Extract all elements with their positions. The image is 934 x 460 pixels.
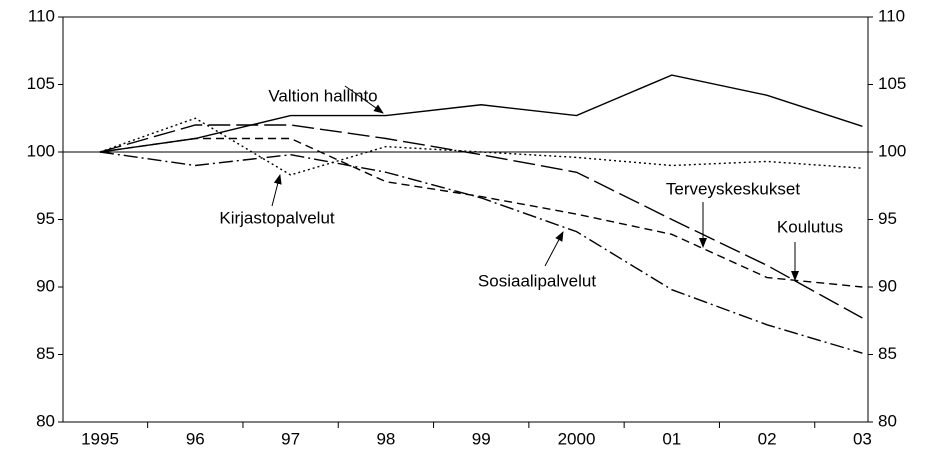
x-tick-label: 02 <box>758 429 777 448</box>
y-tick-label: 105 <box>27 74 55 93</box>
x-tick-label: 96 <box>186 429 205 448</box>
annotation-arrow <box>344 85 384 114</box>
series-annotation: Sosiaalipalvelut <box>478 271 596 290</box>
x-tick-label: 98 <box>376 429 395 448</box>
annotation-arrow <box>271 174 282 207</box>
y2-tick-label: 110 <box>878 6 905 25</box>
y2-tick-label: 80 <box>878 411 897 430</box>
y-tick-label: 90 <box>36 276 55 295</box>
series-line <box>99 124 863 319</box>
series-line <box>99 74 863 153</box>
x-tick-label: 1995 <box>81 429 119 448</box>
y-tick-label: 100 <box>27 141 55 160</box>
y2-tick-label: 100 <box>878 141 906 160</box>
y2-tick-label: 105 <box>878 74 906 93</box>
y2-tick-label: 95 <box>878 209 897 228</box>
y2-tick-label: 85 <box>878 344 897 363</box>
x-tick-label: 97 <box>281 429 300 448</box>
series-line <box>99 117 863 176</box>
x-tick-label: 03 <box>853 429 872 448</box>
y-tick-label: 95 <box>36 209 55 228</box>
annotation-arrow <box>544 231 564 267</box>
x-tick-label: 99 <box>472 429 491 448</box>
x-tick-label: 2000 <box>558 429 596 448</box>
series-line <box>99 151 863 354</box>
series-line <box>99 137 863 288</box>
x-tick-label: 01 <box>662 429 681 448</box>
y-tick-label: 110 <box>28 6 55 25</box>
series-annotation: Terveyskeskukset <box>666 179 800 198</box>
series-annotation: Kirjastopalvelut <box>219 208 335 227</box>
y2-tick-label: 90 <box>878 276 897 295</box>
y-tick-label: 85 <box>36 344 55 363</box>
plot-frame <box>62 16 869 423</box>
series-annotation: Koulutus <box>777 217 843 236</box>
y-tick-label: 80 <box>36 411 55 430</box>
series-annotation: Valtion hallinto <box>268 86 377 105</box>
